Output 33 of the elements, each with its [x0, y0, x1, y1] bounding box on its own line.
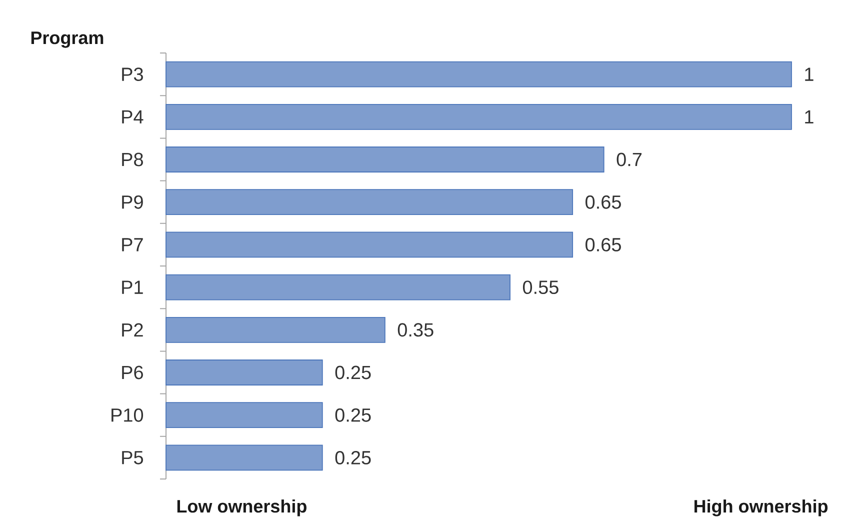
text: Low ownership — [177, 499, 306, 516]
y-tick-label: P5 — [122, 451, 144, 464]
y-tick-label: P8 — [122, 152, 143, 166]
data-label: 0.35 — [398, 323, 434, 337]
bar — [166, 402, 323, 428]
bar — [166, 274, 510, 300]
bar — [166, 316, 386, 343]
data-label: 1 — [805, 68, 814, 81]
data-label: 0.65 — [586, 238, 621, 252]
text: High ownership — [694, 499, 828, 516]
bar — [166, 104, 792, 130]
bar — [166, 61, 792, 88]
bar — [166, 189, 574, 216]
y-tick-label: P9 — [122, 195, 143, 209]
bar — [166, 146, 604, 172]
data-label: 0.25 — [335, 450, 371, 464]
y-tick-label: P6 — [122, 366, 143, 380]
data-label: 0.65 — [586, 195, 621, 209]
data-label: 0.7 — [616, 152, 642, 166]
y-tick-label: P2 — [122, 323, 143, 337]
data-label: 0.25 — [335, 366, 371, 380]
y-tick-label: P1 — [122, 280, 143, 294]
y-tick-label: P10 — [112, 408, 144, 422]
bar — [166, 360, 323, 386]
data-label: 0.25 — [335, 408, 371, 422]
bar — [166, 232, 574, 258]
y-tick-label: P3 — [122, 68, 143, 82]
bar — [166, 444, 323, 471]
y-axis-title: Program — [31, 32, 104, 48]
data-label: 0.55 — [522, 280, 558, 294]
y-tick-label: P7 — [122, 238, 143, 252]
y-tick-label: P4 — [122, 110, 144, 124]
data-label: 1 — [805, 110, 814, 124]
